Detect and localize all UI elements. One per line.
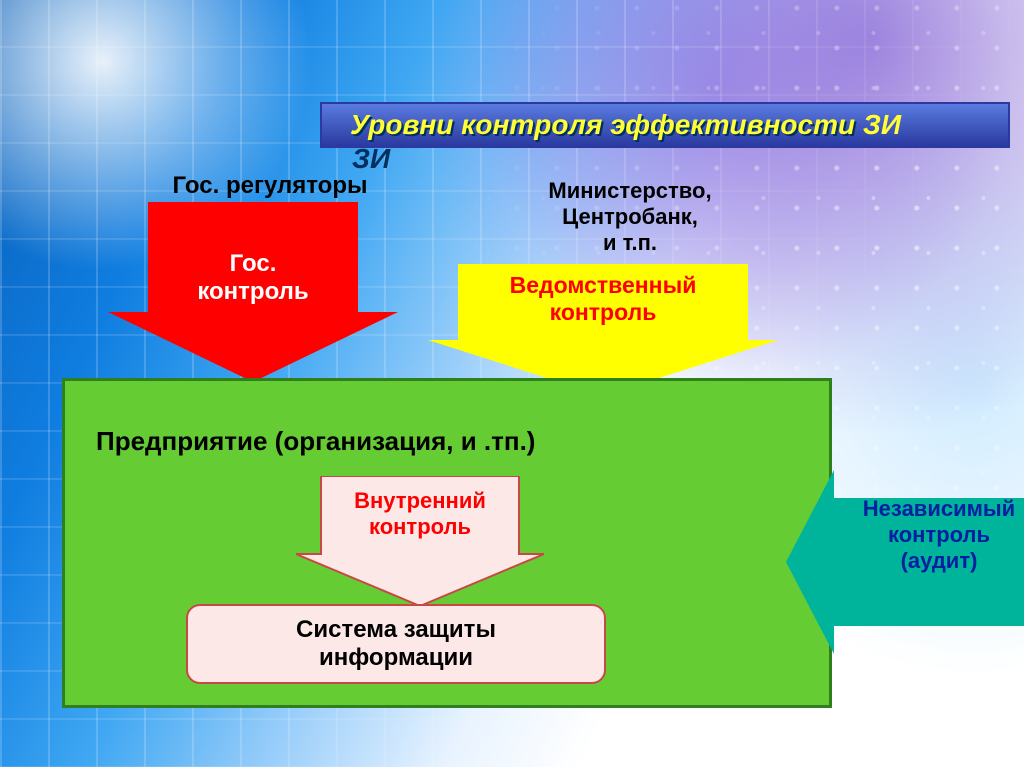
szi-box: Система защитыинформации bbox=[186, 604, 606, 684]
arrow-departmental-control: Ведомственныйконтроль bbox=[428, 264, 778, 396]
arrow-ind-head bbox=[786, 470, 834, 654]
szi-text: Система защитыинформации bbox=[296, 616, 496, 672]
arrow-independent-control: Независимыйконтроль(аудит) bbox=[786, 470, 1024, 654]
enterprise-title: Предприятие (организация, и .тп.) bbox=[96, 426, 535, 457]
arrow-ind-label: Независимыйконтроль(аудит) bbox=[844, 496, 1024, 574]
arrow-gov-label: Гос.контроль bbox=[108, 250, 398, 306]
label-gov-regulators: Гос. регуляторы bbox=[140, 172, 400, 200]
slide-title-text: Уровни контроля эффективности ЗИ bbox=[350, 109, 901, 140]
arrow-gov-head bbox=[108, 312, 398, 382]
arrow-gov-control: Гос.контроль bbox=[108, 202, 398, 382]
arrow-internal-label: Внутреннийконтроль bbox=[296, 488, 544, 540]
arrow-internal-control: Внутреннийконтроль bbox=[296, 476, 544, 606]
label-ministry: Министерство,Центробанк,и т.п. bbox=[500, 178, 760, 256]
slide-title-bar: Уровни контроля эффективности ЗИ Уровни … bbox=[320, 102, 1010, 148]
slide-title: Уровни контроля эффективности ЗИ Уровни … bbox=[350, 109, 901, 141]
arrow-dept-label: Ведомственныйконтроль bbox=[428, 272, 778, 326]
